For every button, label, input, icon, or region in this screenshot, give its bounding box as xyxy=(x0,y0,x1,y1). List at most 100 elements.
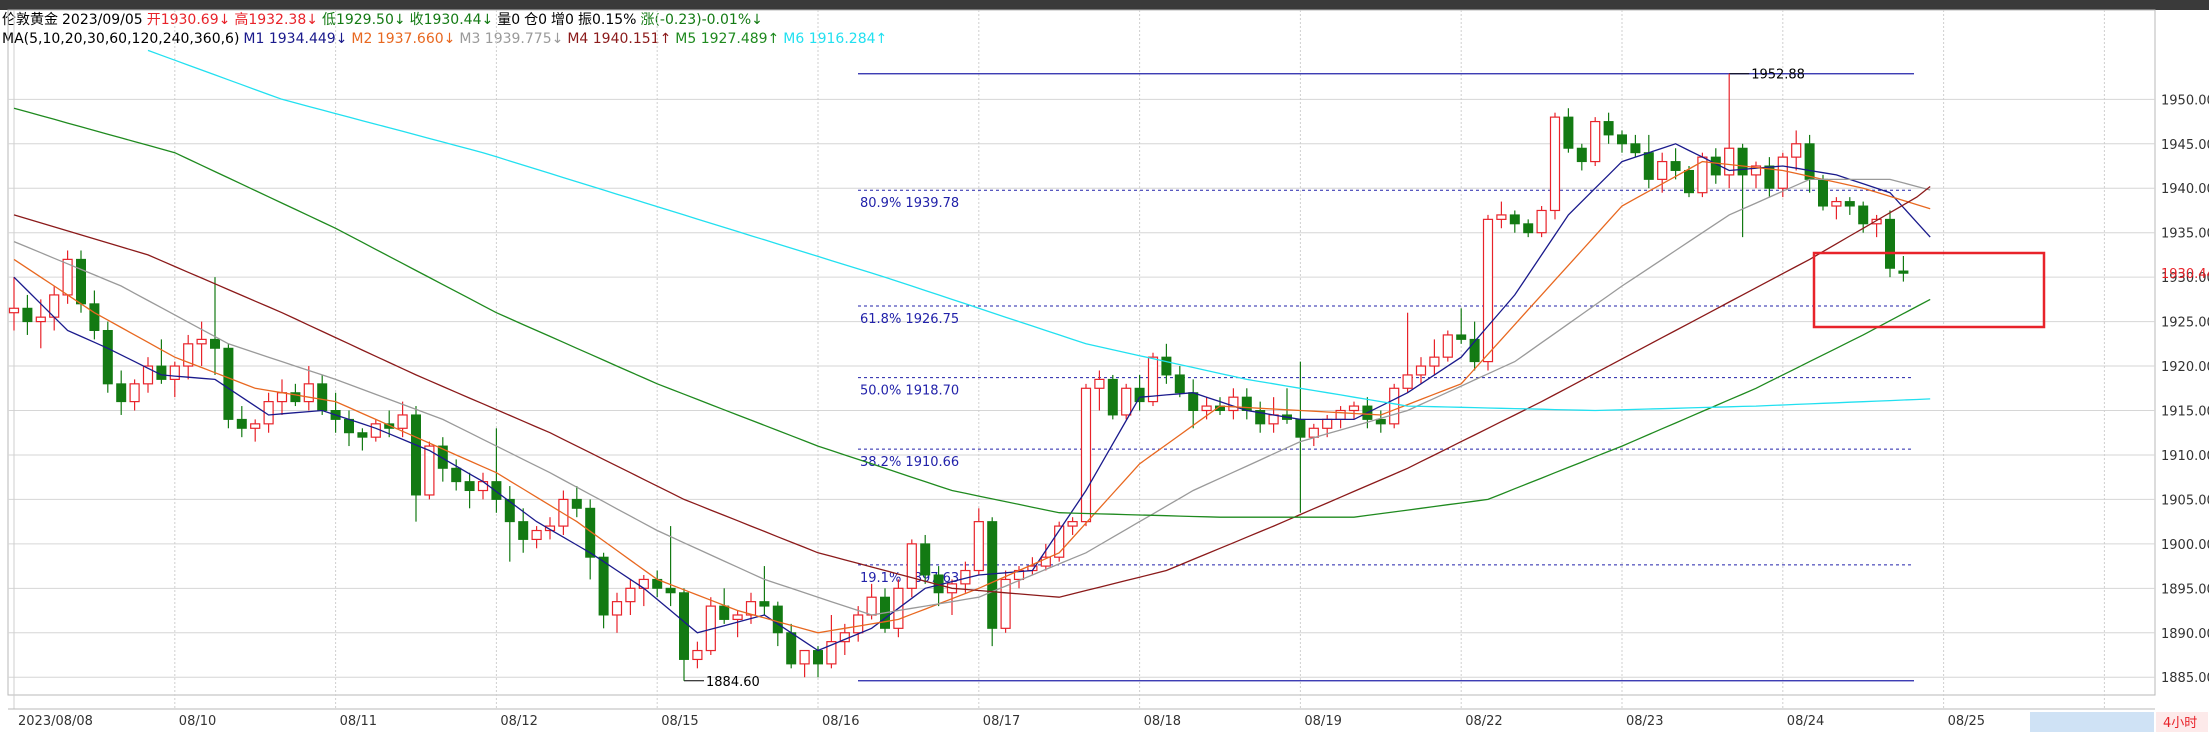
candle-body xyxy=(1549,116,1561,212)
candle-body xyxy=(759,601,770,607)
candle-body xyxy=(679,592,689,660)
candle-body xyxy=(1228,396,1239,412)
candle-body xyxy=(491,481,502,500)
candle-body xyxy=(1121,387,1132,416)
y-tick-label: 1895.00 xyxy=(2161,582,2209,597)
candle-body xyxy=(1777,156,1788,189)
candle-body xyxy=(1590,120,1601,163)
ma-line-m5 xyxy=(13,107,1931,518)
candle xyxy=(1134,374,1145,411)
ma-m4: M4 1940.151↑ xyxy=(567,31,672,47)
candle xyxy=(156,339,167,384)
candle xyxy=(1348,401,1360,420)
candle-body xyxy=(1523,223,1534,234)
candle-body xyxy=(1442,334,1453,358)
candle xyxy=(531,526,542,549)
candle xyxy=(169,361,180,398)
candle xyxy=(1496,201,1507,229)
candle-body xyxy=(866,596,877,616)
candle-body xyxy=(1496,214,1507,220)
last-price-label: 1930.44 xyxy=(2161,267,2209,282)
candle-body xyxy=(665,587,676,594)
x-tick-label: 08/17 xyxy=(983,714,1020,729)
y-tick-label: 1920.00 xyxy=(2161,360,2209,375)
x-tick-label: 08/11 xyxy=(340,714,377,729)
candle xyxy=(1764,157,1775,198)
candle-body xyxy=(772,605,783,634)
candle xyxy=(1389,383,1400,429)
candle-body xyxy=(196,338,207,345)
candle-body xyxy=(1818,178,1828,207)
candle xyxy=(116,370,127,415)
candle-body xyxy=(1375,418,1386,425)
candle-body xyxy=(1268,414,1279,425)
x-tick-label: 08/10 xyxy=(179,714,216,729)
candle xyxy=(1000,570,1011,633)
candle xyxy=(665,526,676,607)
candle-body xyxy=(1764,165,1775,189)
candle-body xyxy=(1804,143,1815,180)
candle-body xyxy=(1791,143,1802,158)
candle xyxy=(344,410,354,447)
candle-body xyxy=(1617,134,1627,145)
candle xyxy=(1335,406,1346,429)
candle xyxy=(1241,388,1252,420)
candle xyxy=(1228,388,1239,420)
candle-body xyxy=(290,392,301,403)
x-tick-label: 08/24 xyxy=(1787,714,1824,729)
candle xyxy=(1094,370,1105,411)
candle-body xyxy=(1858,205,1869,225)
candle xyxy=(142,357,154,393)
scroll-thumb[interactable] xyxy=(2030,712,2154,732)
candle-body xyxy=(451,467,462,483)
candle xyxy=(1844,197,1855,215)
ma-line-m1 xyxy=(13,143,1931,652)
candle-body xyxy=(504,498,515,523)
candle xyxy=(1282,388,1292,424)
candle-body xyxy=(1415,365,1427,376)
high-value: 高1932.38↓ xyxy=(234,12,318,28)
candle-body xyxy=(1161,356,1172,376)
candle-body xyxy=(223,347,234,420)
x-tick-label: 08/22 xyxy=(1465,714,1502,729)
candle-body xyxy=(464,481,475,492)
quote-header: 伦敦黄金 2023/09/05 开1930.69↓ 高1932.38↓ 低1929.50… xyxy=(2,11,767,29)
candle xyxy=(1549,112,1561,220)
candle xyxy=(1590,117,1601,167)
candle xyxy=(464,472,475,509)
moving-averages xyxy=(13,49,1931,652)
candle-body xyxy=(692,649,703,661)
candle-body xyxy=(76,258,86,305)
candle-body xyxy=(1643,152,1654,180)
interval-label[interactable]: 4小时 xyxy=(2163,716,2197,731)
candle xyxy=(1429,339,1440,375)
candle-body xyxy=(1657,160,1668,180)
candle xyxy=(1617,130,1627,153)
candle xyxy=(317,374,328,415)
candle-body xyxy=(585,507,596,558)
candle xyxy=(853,606,864,642)
candle xyxy=(357,428,368,451)
candle xyxy=(1509,210,1520,233)
candle xyxy=(826,614,837,669)
change-value: 涨(-0.23)-0.01%↓ xyxy=(640,12,763,28)
y-tick-label: 1900.00 xyxy=(2161,538,2209,553)
candle-body xyxy=(35,316,46,323)
candle-body xyxy=(22,307,33,323)
candle xyxy=(1536,206,1547,238)
candle-body xyxy=(1054,525,1065,558)
y-tick-label: 1950.00 xyxy=(2161,93,2209,108)
candle xyxy=(1898,255,1909,282)
x-tick-label: 08/23 xyxy=(1626,714,1663,729)
candle xyxy=(330,392,341,433)
open-value: 开1930.69↓ xyxy=(146,12,231,28)
candle-body xyxy=(1831,200,1842,207)
candle xyxy=(1375,410,1386,433)
candle xyxy=(652,570,663,598)
candle-body xyxy=(1322,418,1333,429)
candle xyxy=(1147,352,1159,407)
candle-body xyxy=(1429,356,1440,367)
interval-box xyxy=(2156,712,2208,732)
candle-body xyxy=(1750,165,1762,176)
